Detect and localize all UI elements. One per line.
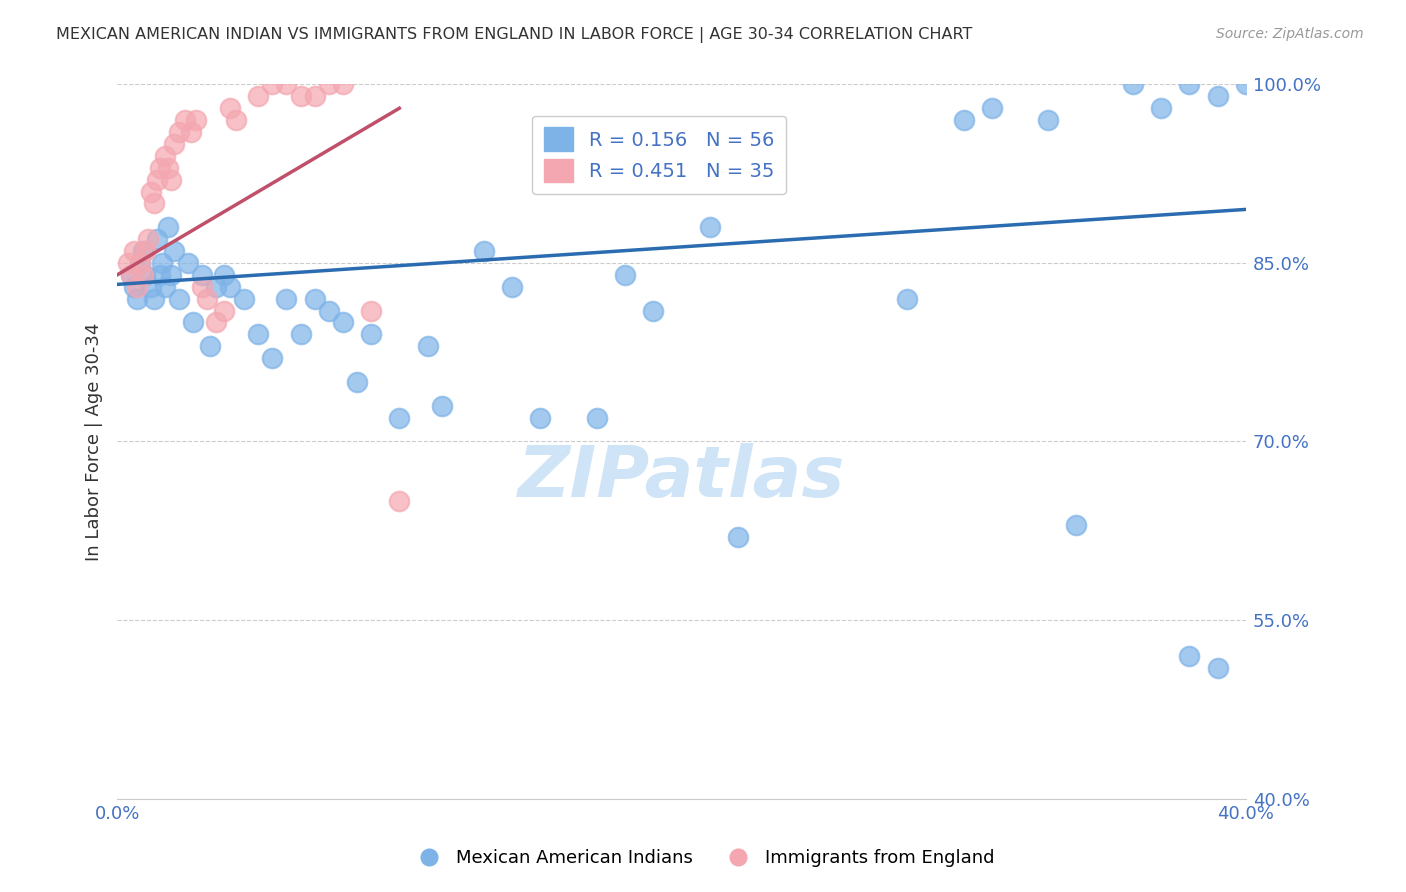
Point bbox=[388, 410, 411, 425]
Point bbox=[643, 303, 665, 318]
Text: ZIPatlas: ZIPatlas bbox=[517, 442, 845, 512]
Point bbox=[360, 303, 382, 318]
Point bbox=[416, 339, 439, 353]
Point bbox=[191, 268, 214, 282]
Point bbox=[156, 220, 179, 235]
Point bbox=[952, 113, 974, 128]
Point bbox=[276, 78, 298, 92]
Point bbox=[180, 125, 202, 139]
Point bbox=[134, 244, 156, 258]
Point bbox=[529, 410, 551, 425]
Point bbox=[247, 327, 270, 342]
Point bbox=[262, 351, 284, 366]
Text: MEXICAN AMERICAN INDIAN VS IMMIGRANTS FROM ENGLAND IN LABOR FORCE | AGE 30-34 CO: MEXICAN AMERICAN INDIAN VS IMMIGRANTS FR… bbox=[56, 27, 973, 43]
Point bbox=[117, 256, 139, 270]
Point bbox=[122, 279, 145, 293]
Point bbox=[304, 292, 326, 306]
Point bbox=[233, 292, 256, 306]
Point bbox=[225, 113, 247, 128]
Point bbox=[980, 101, 1002, 115]
Point bbox=[727, 530, 749, 544]
Point bbox=[1178, 78, 1201, 92]
Point bbox=[167, 292, 190, 306]
Point bbox=[156, 161, 179, 175]
Point bbox=[214, 268, 236, 282]
Point bbox=[1066, 517, 1088, 532]
Point bbox=[1178, 648, 1201, 663]
Point bbox=[318, 303, 340, 318]
Point bbox=[1150, 101, 1173, 115]
Point bbox=[219, 279, 242, 293]
Point bbox=[197, 292, 219, 306]
Point bbox=[128, 256, 150, 270]
Point bbox=[191, 279, 214, 293]
Point bbox=[134, 268, 156, 282]
Point bbox=[174, 113, 197, 128]
Point bbox=[205, 279, 228, 293]
Point bbox=[131, 268, 153, 282]
Point bbox=[262, 78, 284, 92]
Point bbox=[304, 89, 326, 103]
Point bbox=[142, 292, 165, 306]
Point bbox=[290, 89, 312, 103]
Point bbox=[205, 316, 228, 330]
Point bbox=[122, 244, 145, 258]
Point bbox=[162, 136, 184, 151]
Point bbox=[125, 279, 148, 293]
Point bbox=[159, 172, 181, 186]
Point bbox=[148, 268, 170, 282]
Point bbox=[699, 220, 721, 235]
Point bbox=[332, 316, 354, 330]
Point bbox=[219, 101, 242, 115]
Point bbox=[153, 149, 176, 163]
Point bbox=[162, 244, 184, 258]
Point bbox=[145, 232, 167, 246]
Point bbox=[585, 410, 607, 425]
Point bbox=[1234, 78, 1257, 92]
Point bbox=[150, 256, 173, 270]
Point bbox=[896, 292, 918, 306]
Point bbox=[200, 339, 222, 353]
Point bbox=[276, 292, 298, 306]
Point bbox=[120, 268, 142, 282]
Point bbox=[142, 196, 165, 211]
Point bbox=[120, 268, 142, 282]
Point bbox=[388, 494, 411, 508]
Point bbox=[360, 327, 382, 342]
Point bbox=[139, 279, 162, 293]
Point bbox=[1122, 78, 1144, 92]
Point bbox=[501, 279, 523, 293]
Y-axis label: In Labor Force | Age 30-34: In Labor Force | Age 30-34 bbox=[86, 322, 103, 561]
Point bbox=[318, 78, 340, 92]
Point bbox=[332, 78, 354, 92]
Point bbox=[177, 256, 200, 270]
Point bbox=[346, 375, 368, 389]
Point bbox=[167, 125, 190, 139]
Point bbox=[614, 268, 637, 282]
Point bbox=[1206, 660, 1229, 674]
Point bbox=[214, 303, 236, 318]
Point bbox=[183, 316, 205, 330]
Point bbox=[139, 185, 162, 199]
Point bbox=[125, 292, 148, 306]
Point bbox=[1038, 113, 1060, 128]
Point bbox=[247, 89, 270, 103]
Point bbox=[290, 327, 312, 342]
Point bbox=[159, 268, 181, 282]
Point bbox=[131, 244, 153, 258]
Point bbox=[1206, 89, 1229, 103]
Point bbox=[472, 244, 495, 258]
Point bbox=[430, 399, 453, 413]
Point bbox=[186, 113, 208, 128]
Text: Source: ZipAtlas.com: Source: ZipAtlas.com bbox=[1216, 27, 1364, 41]
Point bbox=[148, 161, 170, 175]
Legend: R = 0.156   N = 56, R = 0.451   N = 35: R = 0.156 N = 56, R = 0.451 N = 35 bbox=[533, 116, 786, 194]
Point bbox=[128, 256, 150, 270]
Point bbox=[136, 232, 159, 246]
Point bbox=[153, 279, 176, 293]
Legend: Mexican American Indians, Immigrants from England: Mexican American Indians, Immigrants fro… bbox=[404, 842, 1002, 874]
Point bbox=[145, 172, 167, 186]
